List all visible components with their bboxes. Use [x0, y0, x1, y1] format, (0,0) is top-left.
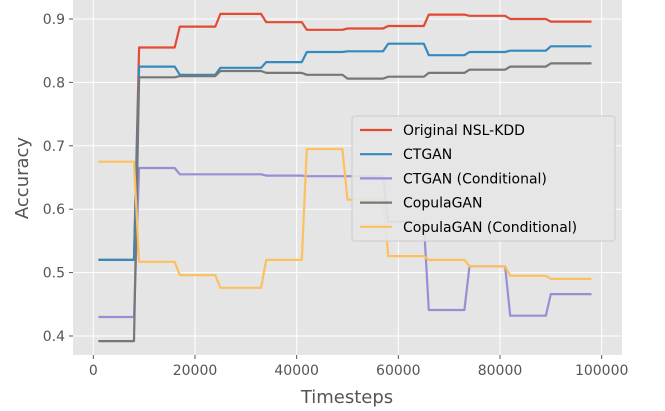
legend-box [351, 115, 616, 242]
legend-label-ctgan-conditional: CTGAN (Conditional) [403, 171, 547, 187]
x-tick-label: 20000 [173, 363, 218, 379]
y-tick-label: 0.5 [43, 266, 65, 282]
x-tick-label: 0 [89, 363, 98, 379]
series-line-original-nsl-kdd [98, 12, 592, 261]
legend-label-ctgan: CTGAN [403, 147, 452, 163]
series-line-copulagan-conditional [98, 147, 592, 289]
x-tick-label: 60000 [376, 363, 421, 379]
y-tick-label: 0.7 [43, 139, 65, 155]
legend-label-original-nsl-kdd: Original NSL-KDD [403, 123, 525, 139]
y-axis-label: Accuracy [12, 137, 33, 220]
y-tick-label: 0.9 [43, 12, 65, 28]
x-tick-label: 40000 [274, 363, 319, 379]
series-line-ctgan [98, 42, 592, 261]
y-tick-label: 0.6 [43, 202, 65, 218]
legend-label-copulagan: CopulaGAN [403, 196, 482, 212]
x-axis-label: Timesteps [300, 387, 393, 408]
series-lines [98, 12, 592, 343]
y-tick-label: 0.8 [43, 75, 65, 91]
y-tick-label: 0.4 [43, 329, 65, 345]
x-tick-label: 80000 [478, 363, 523, 379]
x-tick-label: 100000 [575, 363, 628, 379]
series-line-copulagan [98, 62, 592, 343]
y-axis-ticks: 0.4 0.5 0.6 0.7 0.8 0.9 [43, 12, 73, 345]
legend-label-copulagan-conditional: CopulaGAN (Conditional) [403, 220, 577, 236]
legend: Original NSL-KDD CTGAN CTGAN (Conditional)… [351, 115, 616, 242]
x-axis-ticks: 0 20000 40000 60000 80000 100000 [89, 355, 628, 379]
